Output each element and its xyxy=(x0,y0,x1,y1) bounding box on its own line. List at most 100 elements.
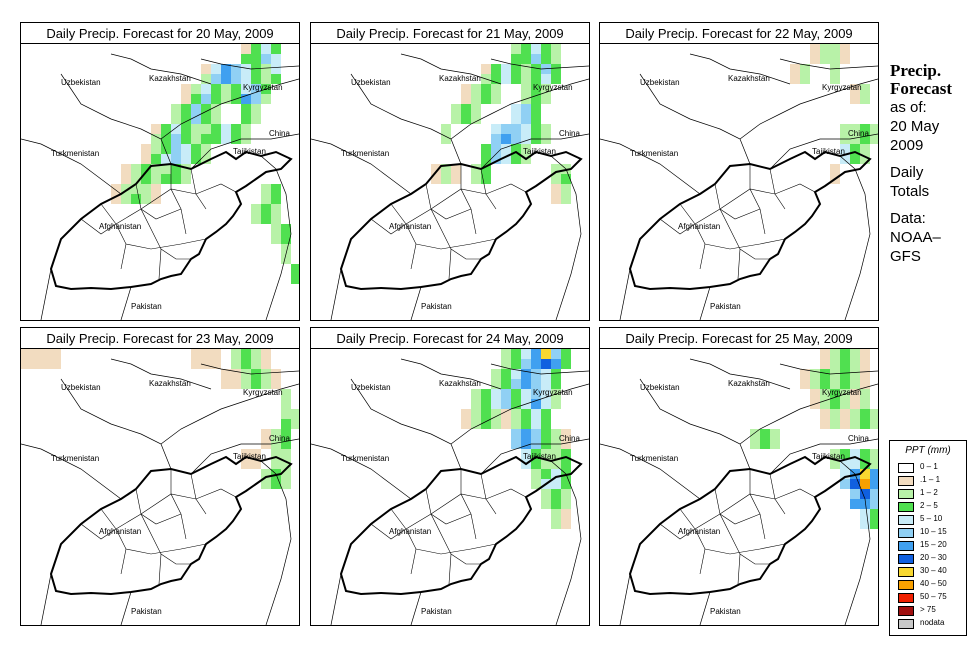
precip-cell xyxy=(221,124,231,134)
legend-item: > 75 xyxy=(898,605,966,617)
country-border xyxy=(60,378,172,470)
precip-cell xyxy=(870,499,878,509)
precip-cell xyxy=(251,359,261,369)
precip-cell xyxy=(860,479,870,489)
precip-cell xyxy=(511,54,521,64)
precip-cell xyxy=(541,469,551,479)
province-border xyxy=(679,203,706,270)
precip-cell xyxy=(531,469,541,479)
precip-cell xyxy=(501,379,511,389)
precip-cell xyxy=(201,84,211,94)
precip-cell xyxy=(491,134,501,144)
map-svg: Uzbekistan Kazakhstan Kyrgyzstan China Turkm… xyxy=(600,44,878,320)
precip-cell xyxy=(251,104,261,114)
country-label-tajikistan: Tajikistan xyxy=(812,452,845,461)
precip-cell xyxy=(531,409,541,419)
country-label-kazakhstan: Kazakhstan xyxy=(149,74,191,83)
map-svg: Uzbekistan Kazakhstan Kyrgyzstan China Turkm… xyxy=(21,44,299,320)
precip-cell xyxy=(461,94,471,104)
province-border xyxy=(405,488,527,530)
country-label-uzbekistan: Uzbekistan xyxy=(61,78,101,87)
province-border xyxy=(125,238,207,250)
country-label-kazakhstan: Kazakhstan xyxy=(728,74,770,83)
precip-cell xyxy=(541,389,551,399)
precip-cell xyxy=(141,174,151,184)
precip-cell xyxy=(511,369,521,379)
precip-cell xyxy=(151,144,161,154)
precip-cell xyxy=(221,84,231,94)
precip-cell xyxy=(760,429,770,439)
precip-cell xyxy=(501,64,511,74)
country-border xyxy=(21,138,122,195)
precip-cell xyxy=(830,164,840,174)
precip-cell xyxy=(551,164,561,174)
precip-cell xyxy=(541,379,551,389)
precip-cell xyxy=(271,369,281,379)
precip-cell xyxy=(141,194,151,204)
precip-cell xyxy=(870,519,878,529)
precip-cell xyxy=(511,399,521,409)
afghanistan-outline xyxy=(628,150,872,291)
precip-cell xyxy=(441,164,451,174)
country-border xyxy=(400,358,502,390)
legend-item: 1 – 2 xyxy=(898,488,966,500)
province-border xyxy=(115,488,237,530)
precip-cell xyxy=(491,419,501,429)
forecast-panel: Daily Precip. Forecast for 24 May, 2009 U… xyxy=(310,327,590,627)
precip-cell xyxy=(291,419,299,429)
precip-cell xyxy=(531,84,541,94)
precip-cell xyxy=(850,449,860,459)
precip-cell xyxy=(281,254,291,264)
precip-cell xyxy=(750,439,760,449)
precip-cell xyxy=(820,409,830,419)
precip-cell xyxy=(261,94,271,104)
precip-cell xyxy=(231,84,241,94)
precip-cell xyxy=(521,44,531,54)
precip-cell xyxy=(291,264,299,274)
precip-cell xyxy=(241,459,251,469)
precip-cell xyxy=(291,409,299,419)
precip-cell xyxy=(191,349,201,359)
precip-cell xyxy=(271,429,281,439)
sidebar-data-line3: GFS xyxy=(890,248,921,265)
precip-cell xyxy=(830,54,840,64)
precip-cell xyxy=(870,449,878,459)
precip-cell xyxy=(441,134,451,144)
precip-cell xyxy=(850,399,860,409)
precip-cell xyxy=(141,144,151,154)
precip-cell xyxy=(471,94,481,104)
precip-cell xyxy=(850,144,860,154)
legend-item: 30 – 40 xyxy=(898,566,966,578)
precip-cell xyxy=(850,94,860,104)
province-border xyxy=(719,513,761,525)
country-label-pakistan: Pakistan xyxy=(710,302,741,311)
precip-cell xyxy=(271,214,281,224)
precip-cell xyxy=(840,409,850,419)
precip-cell xyxy=(211,94,221,104)
precip-cell xyxy=(241,84,251,94)
precip-cell xyxy=(521,54,531,64)
province-border xyxy=(160,553,191,565)
precip-cell xyxy=(471,419,481,429)
precip-cell xyxy=(471,174,481,184)
precip-cell xyxy=(511,104,521,114)
legend-item: 15 – 20 xyxy=(898,540,966,552)
province-border xyxy=(694,488,816,530)
precip-cell xyxy=(511,379,521,389)
map-svg: Uzbekistan Kazakhstan Kyrgyzstan China Turkm… xyxy=(600,349,878,625)
precip-cell xyxy=(541,124,551,134)
precip-cell xyxy=(241,114,251,124)
precip-cell xyxy=(181,124,191,134)
precip-cell xyxy=(860,489,870,499)
precip-cell xyxy=(271,479,281,489)
precip-cell xyxy=(860,94,870,104)
country-border xyxy=(311,443,412,500)
precip-cell xyxy=(511,359,521,369)
legend-label: 10 – 15 xyxy=(920,527,947,536)
precip-cell xyxy=(261,369,271,379)
precip-cell xyxy=(800,379,810,389)
precip-cell xyxy=(231,134,241,144)
map-svg: Uzbekistan Kazakhstan Kyrgyzstan China Turkm… xyxy=(311,349,589,625)
precip-cell xyxy=(201,359,211,369)
precip-cell xyxy=(830,349,840,359)
